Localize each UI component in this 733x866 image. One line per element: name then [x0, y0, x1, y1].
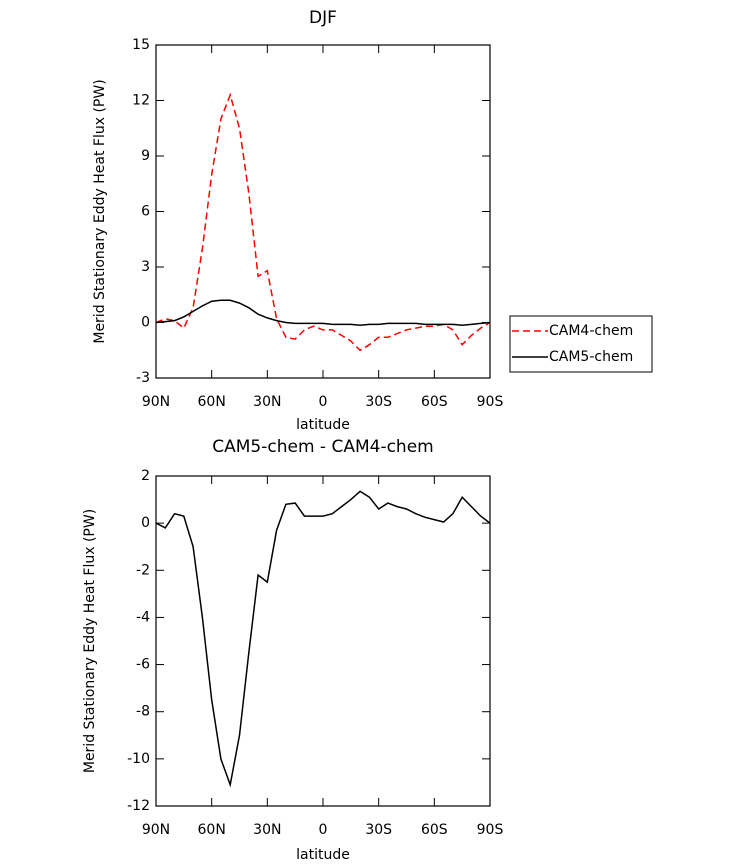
y-tick-label: 0	[141, 515, 150, 531]
x-tick-label: 30N	[253, 394, 281, 410]
x-tick-label: 90N	[142, 394, 170, 410]
y-tick-label: 15	[132, 37, 150, 53]
y-tick-label: 9	[141, 148, 150, 164]
chart-title: DJF	[309, 8, 337, 28]
x-tick-label: 0	[319, 822, 328, 838]
x-tick-label: 90N	[142, 822, 170, 838]
y-tick-label: -12	[127, 798, 150, 814]
chart-title: CAM5-chem - CAM4-chem	[212, 437, 433, 457]
x-axis-label: latitude	[296, 847, 350, 863]
x-tick-label: 60S	[421, 822, 448, 838]
y-axis-label: Merid Stationary Eddy Heat Flux (PW)	[92, 79, 108, 343]
y-tick-label: -6	[136, 657, 150, 673]
y-tick-label: -8	[136, 704, 150, 720]
x-tick-label: 60S	[421, 394, 448, 410]
legend-label: CAM5-chem	[549, 349, 633, 365]
y-tick-label: 12	[132, 93, 150, 109]
x-tick-label: 30S	[365, 394, 392, 410]
data-line	[155, 299, 491, 327]
y-tick-label: 2	[141, 468, 150, 484]
x-tick-label: 90S	[477, 394, 504, 410]
y-tick-label: 0	[141, 315, 150, 331]
y-tick-label: -2	[136, 562, 150, 578]
y-tick-label: 6	[141, 204, 150, 220]
plot-frame	[155, 44, 491, 379]
y-tick-label: -4	[136, 609, 150, 625]
y-tick-label: -3	[136, 370, 150, 386]
x-tick-label: 90S	[477, 822, 504, 838]
x-tick-label: 30S	[365, 822, 392, 838]
plot-frame	[155, 475, 491, 807]
data-line	[155, 490, 491, 788]
legend-box	[509, 315, 653, 373]
x-tick-label: 60N	[198, 822, 226, 838]
x-tick-label: 60N	[198, 394, 226, 410]
x-tick-label: 0	[319, 394, 328, 410]
y-tick-label: -10	[127, 751, 150, 767]
y-tick-label: 3	[141, 259, 150, 275]
data-line	[155, 92, 491, 352]
legend-label: CAM4-chem	[549, 323, 633, 339]
x-axis-label: latitude	[296, 417, 350, 433]
x-tick-label: 30N	[253, 822, 281, 838]
y-axis-label: Merid Stationary Eddy Heat Flux (PW)	[82, 509, 98, 773]
